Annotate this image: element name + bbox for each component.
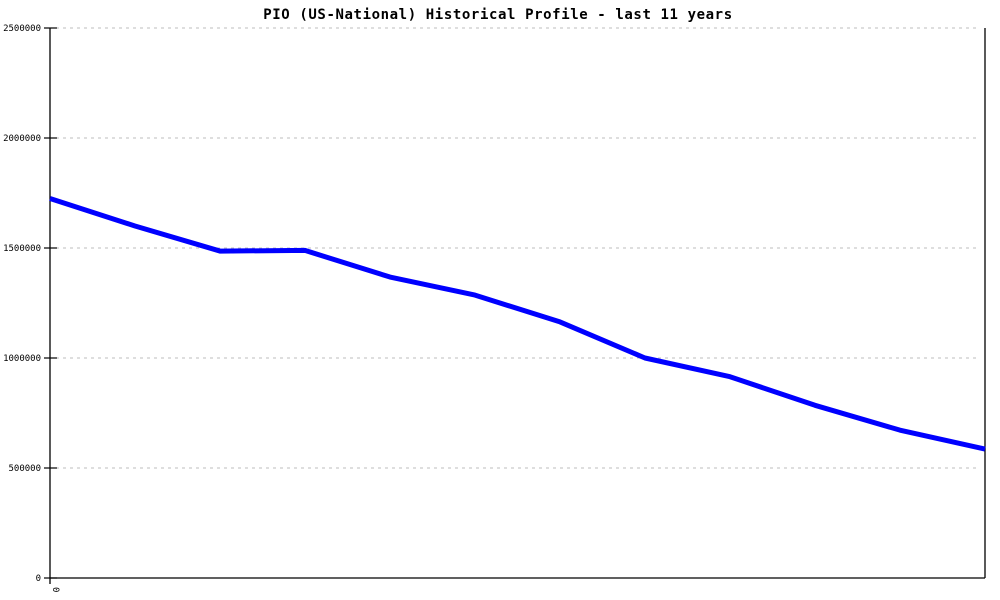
chart-title: PIO (US-National) Historical Profile - l… — [263, 7, 733, 23]
axis-layer — [49, 28, 986, 584]
y-axis-tick-label: 500000 — [8, 464, 41, 474]
y-axis-tick-layer: 0 500000 1000000 1500000 2000000 2500000 — [3, 24, 57, 584]
y-axis-tick-label: 2000000 — [3, 134, 41, 144]
gridline-layer — [56, 27, 978, 469]
y-axis-tick-label: 1000000 — [3, 354, 41, 364]
y-axis-tick-label: 1500000 — [3, 244, 41, 254]
data-series-line — [49, 196, 986, 452]
y-axis-tick-label: 2500000 — [3, 24, 41, 34]
y-axis-tick-label: 0 — [36, 574, 41, 584]
x-axis-first-tick-label: 0 — [50, 587, 60, 592]
